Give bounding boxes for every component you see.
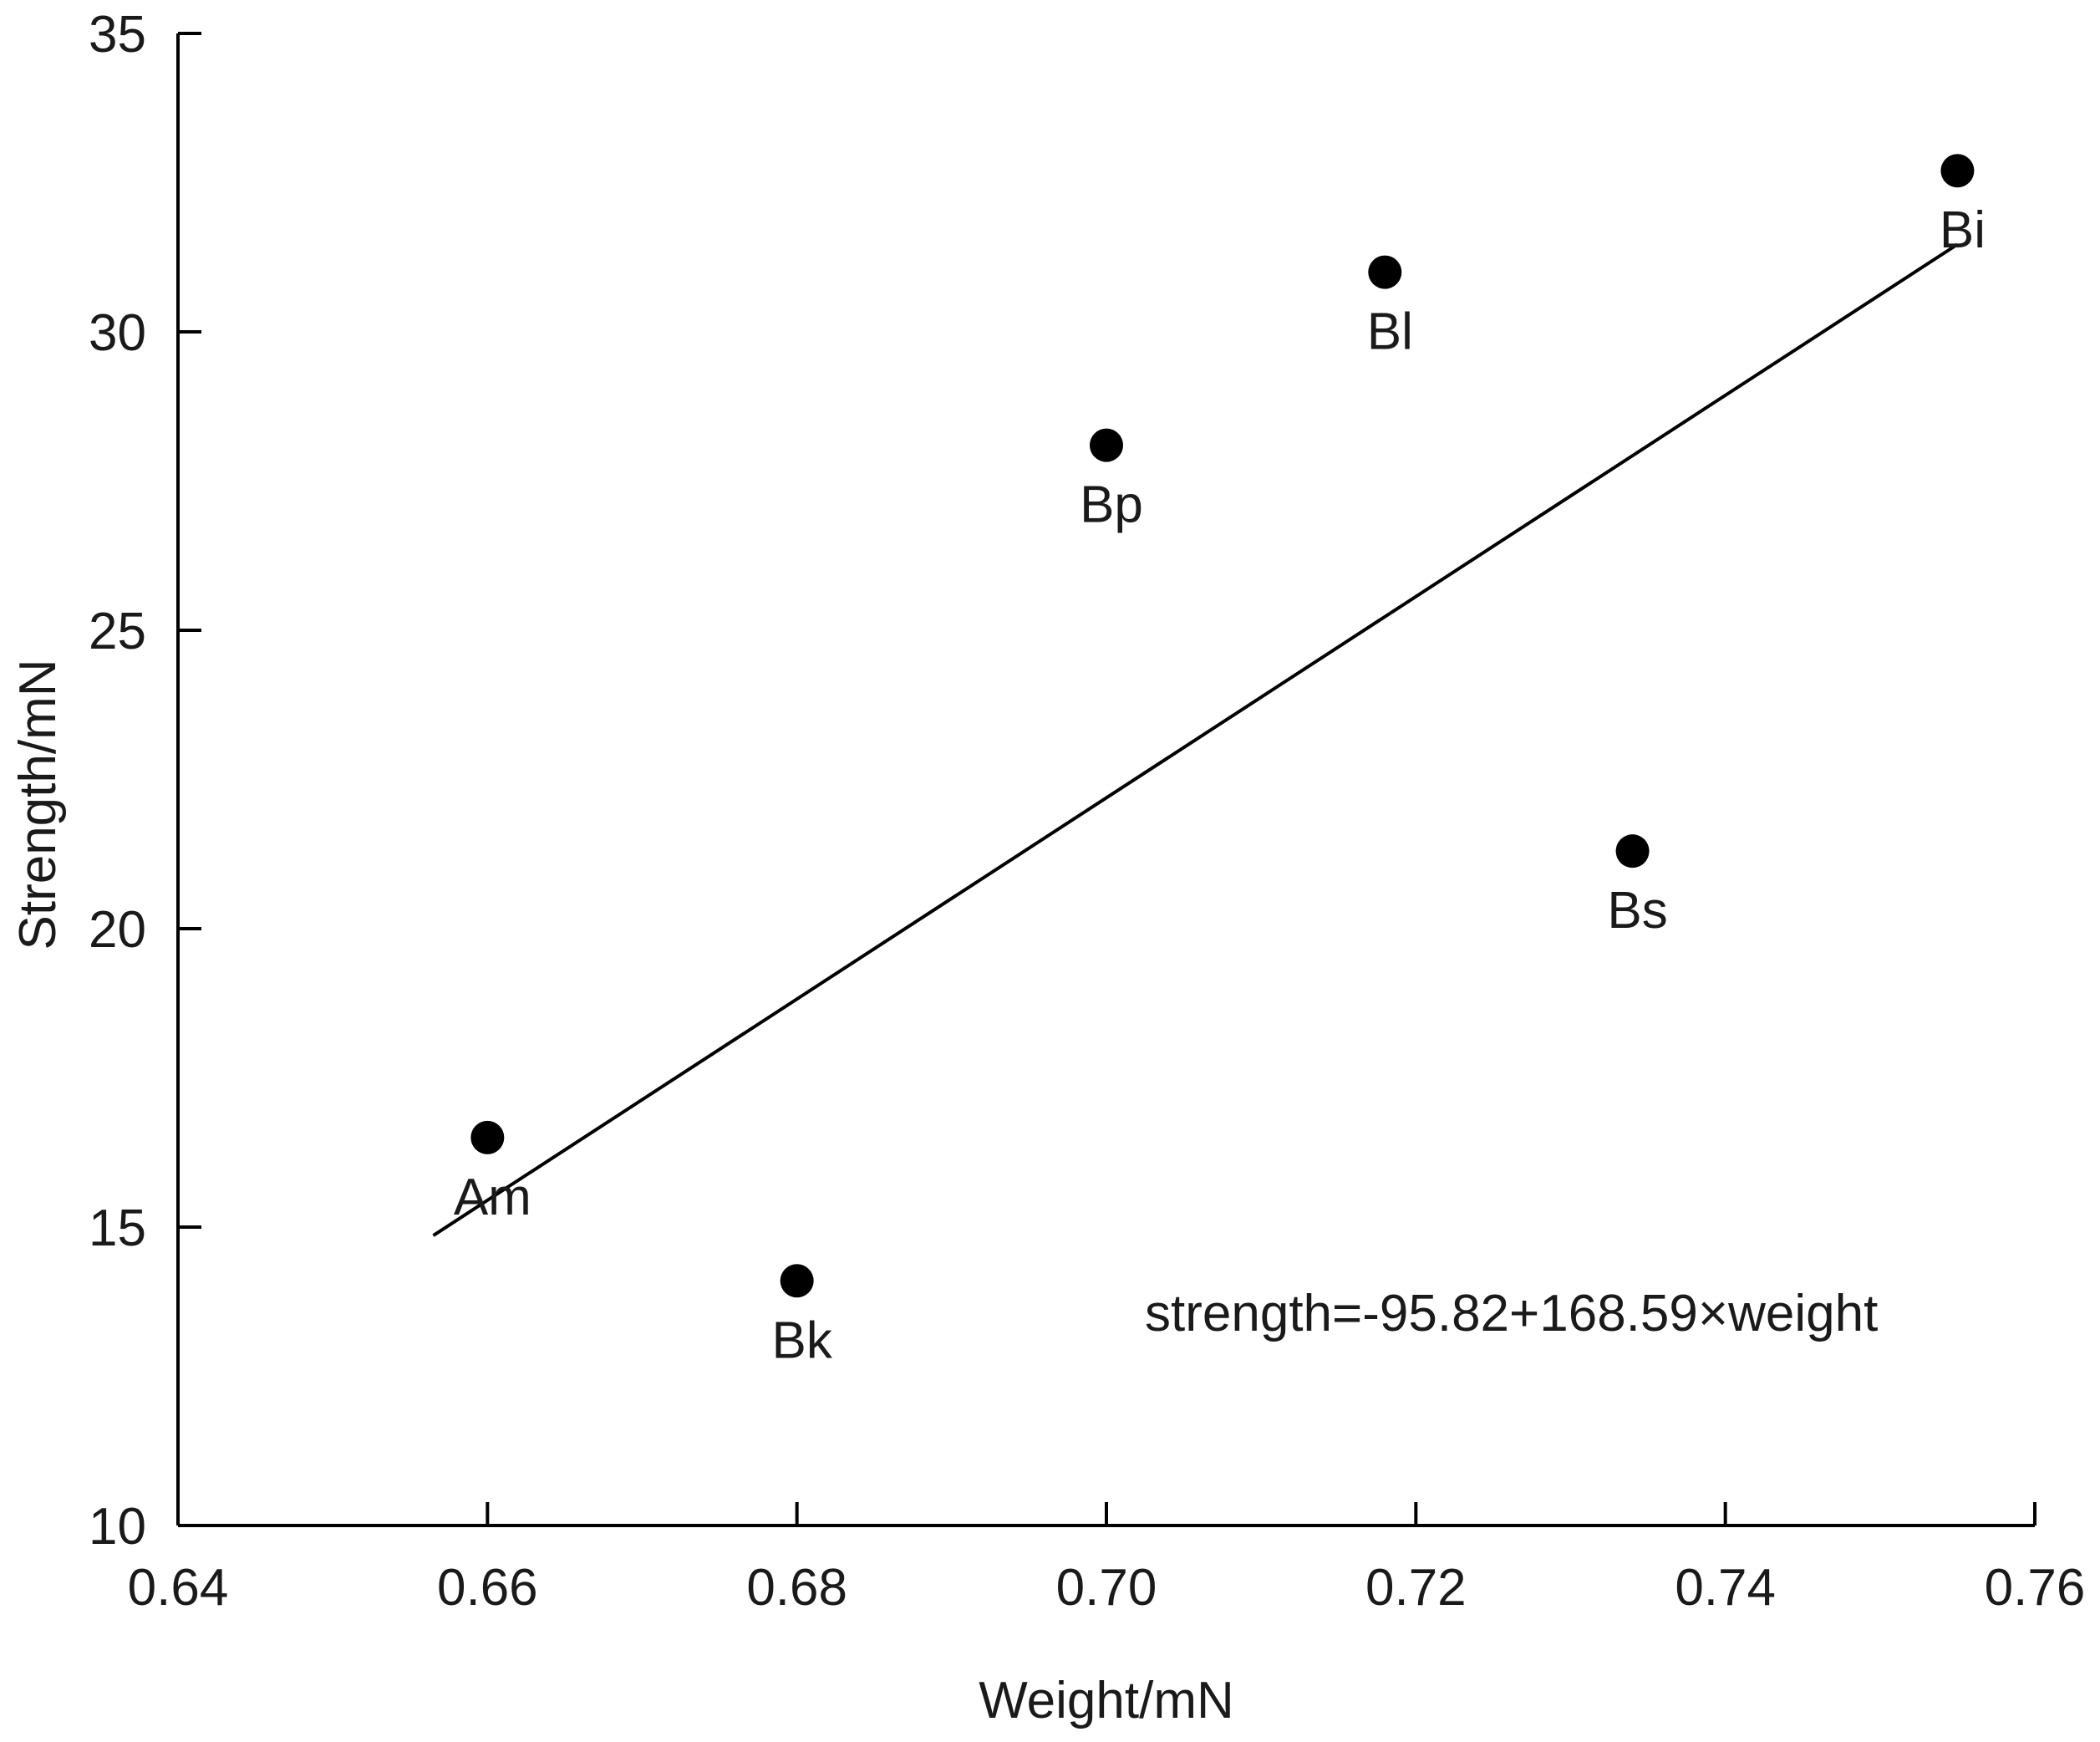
y-tick-label: 30 bbox=[89, 304, 146, 362]
regression-equation: strength=-95.82+168.59×weight bbox=[1145, 1285, 1878, 1342]
x-tick-label: 0.72 bbox=[1365, 1559, 1467, 1617]
y-tick-label: 20 bbox=[89, 901, 146, 959]
x-axis-title: Weight/mN bbox=[979, 1672, 1234, 1729]
y-tick-label: 10 bbox=[89, 1498, 146, 1556]
x-ticks: 0.64 0.66 0.68 0.70 0.72 0.74 0.76 bbox=[128, 1502, 2086, 1617]
data-point-bs bbox=[1615, 834, 1650, 868]
y-tick-label: 15 bbox=[89, 1200, 146, 1257]
x-tick-label: 0.76 bbox=[1985, 1559, 2086, 1617]
data-point-bk bbox=[780, 1264, 814, 1298]
point-label: Bs bbox=[1607, 882, 1667, 940]
x-tick-label: 0.64 bbox=[128, 1559, 229, 1617]
regression-line bbox=[432, 242, 1959, 1237]
x-tick-label: 0.74 bbox=[1675, 1559, 1776, 1617]
point-label: Bk bbox=[771, 1312, 832, 1369]
data-point-bp bbox=[1090, 428, 1123, 462]
y-tick-label: 25 bbox=[89, 603, 146, 660]
point-label: Bi bbox=[1940, 201, 1986, 259]
point-label: Bl bbox=[1367, 303, 1413, 361]
x-tick-label: 0.66 bbox=[437, 1559, 538, 1617]
data-point-bl bbox=[1368, 255, 1402, 289]
y-tick-label: 35 bbox=[89, 6, 146, 64]
x-tick-label: 0.70 bbox=[1056, 1559, 1157, 1617]
data-point-bi bbox=[1940, 154, 1975, 188]
point-label: Am bbox=[454, 1169, 531, 1226]
y-ticks: 10 15 20 25 30 35 bbox=[89, 6, 201, 1556]
x-tick-label: 0.68 bbox=[746, 1559, 847, 1617]
data-point-am bbox=[470, 1120, 505, 1154]
y-axis-title: Strength/mN bbox=[9, 659, 67, 950]
point-label: Bp bbox=[1080, 476, 1143, 534]
data-points: Am Bk Bp Bl Bs Bi bbox=[454, 154, 1986, 1369]
